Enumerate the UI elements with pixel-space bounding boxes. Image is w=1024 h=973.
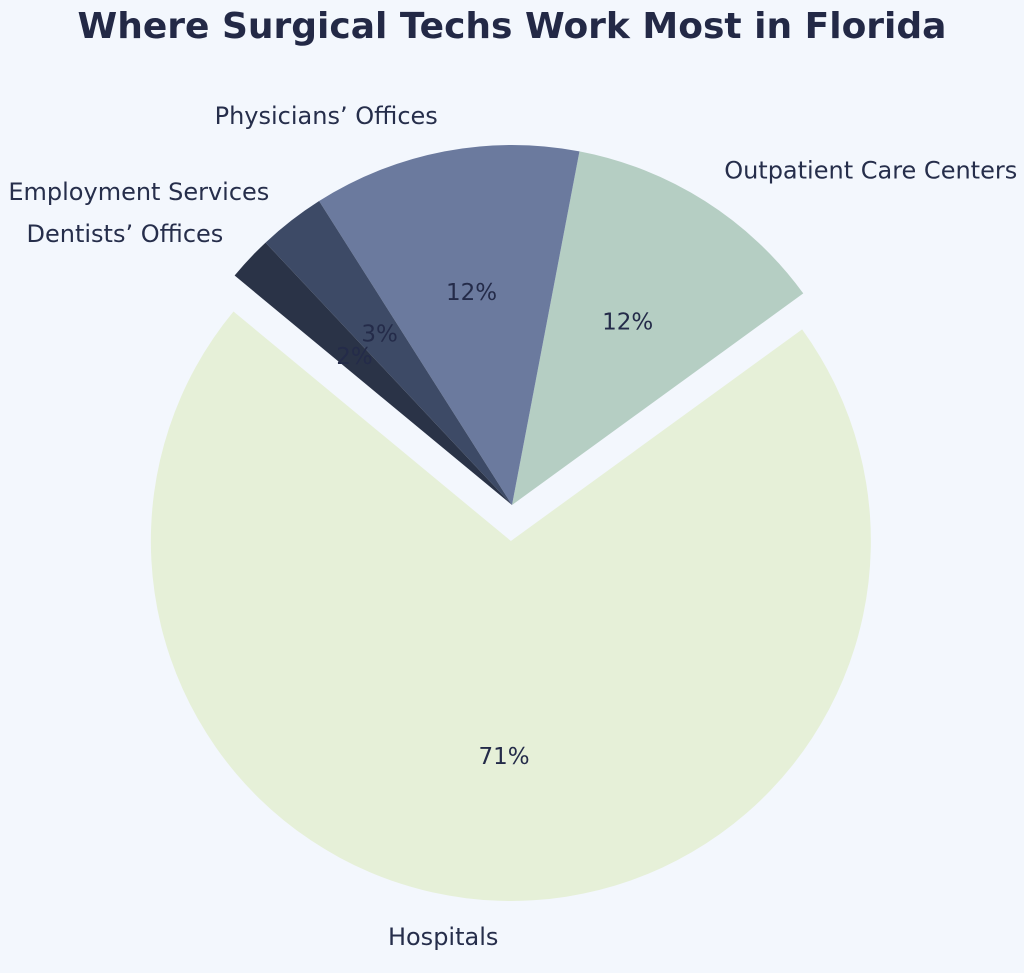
pie-slice-employment-services xyxy=(265,201,512,506)
chart-title: Where Surgical Techs Work Most in Florid… xyxy=(77,6,947,47)
pie-pct-dentists-offices: 2% xyxy=(336,344,373,370)
pie-label-employment-services: Employment Services xyxy=(8,178,269,206)
pie-label-hospitals: Hospitals xyxy=(388,923,498,951)
pie-label-physicians-offices: Physicians’ Offices xyxy=(215,102,438,130)
pie-pct-employment-services: 3% xyxy=(361,321,398,347)
pie-pct-outpatient-care-centers: 12% xyxy=(602,310,653,336)
pie-slice-dentists-offices xyxy=(234,242,512,505)
pie-label-dentists-offices: Dentists’ Offices xyxy=(27,220,224,248)
pie-slice-hospitals xyxy=(150,311,871,901)
pie-pct-hospitals: 71% xyxy=(479,744,530,770)
pie-slice-outpatient-care-centers xyxy=(512,151,804,505)
pie-slice-physicians-offices xyxy=(319,145,580,506)
pie-label-outpatient-care-centers: Outpatient Care Centers xyxy=(724,157,1017,185)
pie-pct-physicians-offices: 12% xyxy=(446,280,497,306)
